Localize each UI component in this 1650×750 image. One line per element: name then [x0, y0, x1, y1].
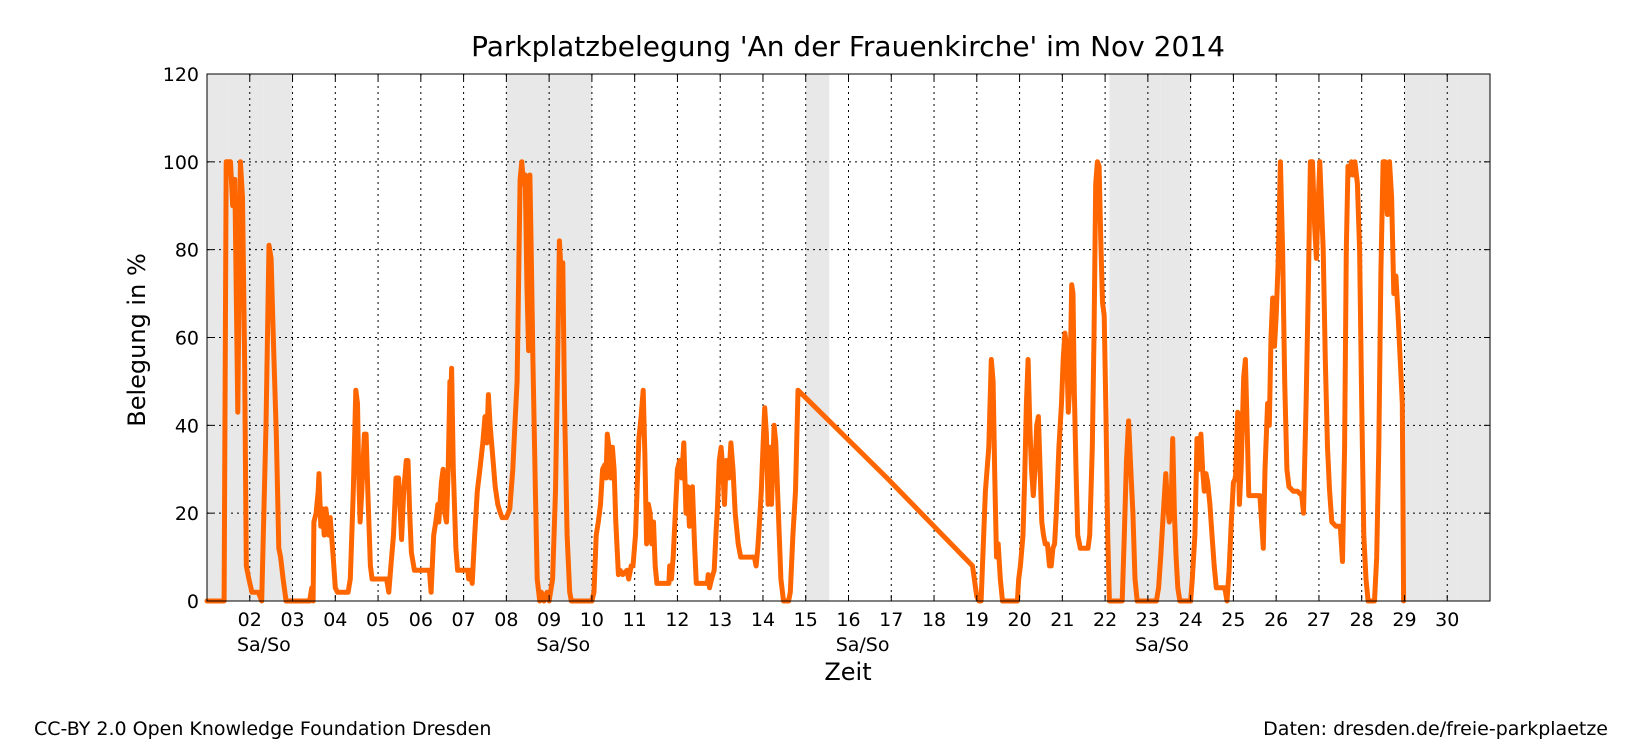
chart-title: Parkplatzbelegung 'An der Frauenkirche' …	[471, 30, 1225, 63]
x-tick-label: 11	[623, 609, 647, 631]
x-tick-label: 21	[1050, 609, 1074, 631]
x-tick-label: 19	[965, 609, 989, 631]
x-tick-label: 10	[580, 609, 604, 631]
x-tick-label: 15	[794, 609, 818, 631]
x-tick-label: 27	[1307, 609, 1331, 631]
license-text: CC-BY 2.0 Open Knowledge Foundation Dres…	[34, 718, 492, 740]
tick-labels: 02 03 04 05 06 07 08 09 10 11 12 13 14 15 16 17 18 19 20 21…	[163, 64, 1460, 656]
x-tick-label: 29	[1392, 609, 1416, 631]
x-tick-label: 20	[1007, 609, 1031, 631]
weekend-label: Sa/So	[536, 634, 590, 656]
weekend-label: Sa/So	[1135, 634, 1189, 656]
x-tick-label: 26	[1264, 609, 1288, 631]
y-tick-label: 100	[163, 152, 199, 174]
weekend-band	[1147, 74, 1161, 601]
weekend-band	[1135, 74, 1148, 601]
y-axis-label: Belegung in %	[123, 253, 151, 427]
x-tick-label: 09	[537, 609, 561, 631]
x-tick-label: 23	[1136, 609, 1160, 631]
x-tick-label: 07	[452, 609, 476, 631]
x-tick-label: 22	[1093, 609, 1117, 631]
x-tick-label: 02	[238, 609, 262, 631]
y-tick-label: 20	[175, 503, 199, 525]
y-tick-label: 60	[175, 328, 199, 350]
x-tick-label: 18	[922, 609, 946, 631]
data-source-text: Daten: dresden.de/freie-parkplaetze	[1263, 718, 1608, 740]
series-layer	[204, 159, 1407, 604]
x-tick-label: 05	[366, 609, 390, 631]
x-tick-label: 30	[1435, 609, 1459, 631]
y-tick-label: 40	[175, 415, 199, 437]
y-tick-label: 120	[163, 64, 199, 86]
x-tick-label: 12	[665, 609, 689, 631]
x-tick-label: 24	[1179, 609, 1203, 631]
series-line	[204, 159, 1407, 604]
x-tick-label: 25	[1221, 609, 1245, 631]
x-tick-label: 04	[323, 609, 347, 631]
x-tick-label: 16	[836, 609, 860, 631]
x-tick-label: 28	[1350, 609, 1374, 631]
weekend-label: Sa/So	[237, 634, 291, 656]
x-tick-label: 08	[494, 609, 518, 631]
x-tick-label: 17	[879, 609, 903, 631]
y-tick-label: 0	[187, 591, 199, 613]
x-tick-label: 03	[280, 609, 304, 631]
x-tick-label: 13	[708, 609, 732, 631]
weekend-band	[1447, 74, 1458, 601]
x-axis-label: Zeit	[824, 658, 871, 686]
weekend-band	[805, 74, 830, 601]
y-tick-label: 80	[175, 240, 199, 262]
x-tick-label: 06	[409, 609, 433, 631]
plot-frame	[206, 73, 1491, 602]
weekend-label: Sa/So	[836, 634, 890, 656]
x-tick-label: 14	[751, 609, 775, 631]
